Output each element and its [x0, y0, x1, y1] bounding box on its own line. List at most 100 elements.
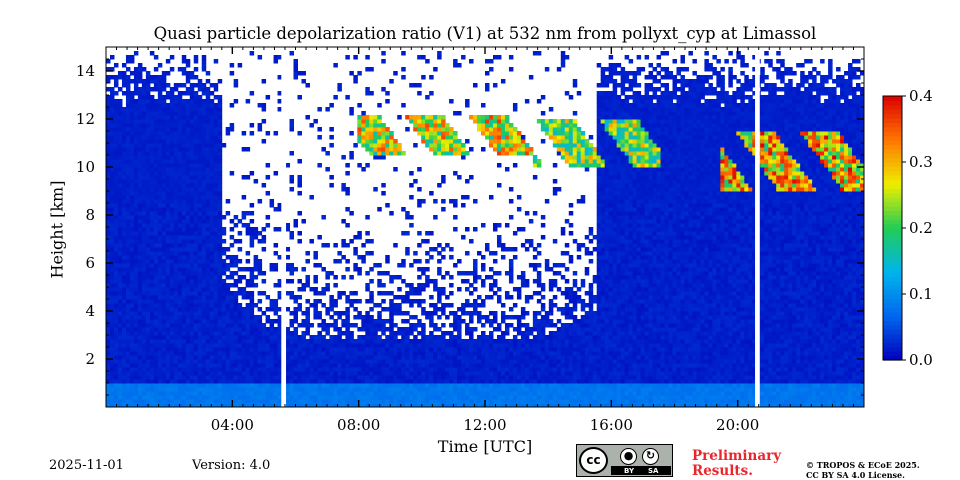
heatmap-cell [453, 327, 458, 332]
heatmap-cell [437, 147, 442, 152]
heatmap-cell [389, 323, 394, 328]
heatmap-cell [377, 399, 382, 404]
heatmap-cell [261, 107, 267, 112]
heatmap-cell [401, 371, 406, 376]
heatmap-cell [117, 359, 123, 364]
heatmap-cell [301, 219, 306, 224]
heatmap-cell [385, 291, 390, 296]
heatmap-cell [349, 299, 354, 304]
heatmap-cell [145, 363, 151, 368]
heatmap-cell [209, 379, 215, 384]
heatmap-cell [149, 103, 155, 108]
heatmap-cell [261, 327, 267, 332]
heatmap-cell [121, 219, 127, 224]
heatmap-cell [337, 311, 342, 316]
heatmap-cell [173, 303, 179, 308]
heatmap-cell [321, 399, 326, 404]
heatmap-cell [429, 119, 434, 124]
heatmap-cell [209, 359, 215, 364]
heatmap-cell [369, 395, 374, 400]
heatmap-cell [289, 175, 295, 180]
heatmap-cell [209, 399, 215, 404]
heatmap-cell [429, 231, 434, 236]
heatmap-cell [265, 343, 271, 348]
heatmap-cell [429, 123, 434, 128]
heatmap-cell [149, 375, 155, 380]
heatmap-cell [217, 327, 223, 332]
heatmap-cell [237, 391, 243, 396]
heatmap-cell [441, 323, 446, 328]
heatmap-cell [125, 295, 131, 300]
heatmap-cell [189, 375, 195, 380]
heatmap-cell [117, 151, 123, 156]
heatmap-cell [189, 263, 195, 268]
heatmap-cell [377, 343, 382, 348]
heatmap-cell [133, 391, 139, 396]
heatmap-cell [161, 135, 167, 140]
heatmap-cell [229, 63, 235, 68]
heatmap-cell [425, 367, 430, 372]
heatmap-cell [157, 403, 163, 408]
heatmap-cell [321, 359, 326, 364]
heatmap-cell [253, 391, 259, 396]
heatmap-cell [121, 195, 127, 200]
heatmap-cell [217, 175, 223, 180]
heatmap-cell [345, 299, 350, 304]
heatmap-cell [217, 247, 223, 252]
heatmap-cell [201, 327, 207, 332]
heatmap-cell [121, 295, 127, 300]
heatmap-cell [106, 355, 111, 360]
heatmap-cell [469, 379, 474, 384]
heatmap-cell [129, 167, 135, 172]
heatmap-cell [381, 87, 386, 92]
heatmap-cell [341, 219, 346, 224]
heatmap-cell [113, 223, 119, 228]
heatmap-cell [457, 395, 462, 400]
heatmap-cell [481, 303, 486, 308]
heatmap-cell [421, 375, 426, 380]
heatmap-cell [449, 151, 454, 156]
heatmap-cell [273, 303, 279, 308]
heatmap-cell [237, 279, 243, 284]
heatmap-cell [409, 359, 414, 364]
heatmap-cell [137, 191, 143, 196]
heatmap-cell [441, 247, 446, 252]
heatmap-cell [417, 127, 422, 132]
heatmap-cell [417, 259, 422, 264]
heatmap-cell [121, 179, 127, 184]
heatmap-cell [181, 203, 187, 208]
heatmap-cell [201, 355, 207, 360]
heatmap-cell [325, 355, 330, 360]
heatmap-cell [221, 391, 227, 396]
heatmap-cell [492, 131, 498, 136]
heatmap-cell [508, 387, 514, 392]
heatmap-cell [201, 387, 207, 392]
heatmap-cell [233, 239, 239, 244]
heatmap-cell [393, 359, 398, 364]
heatmap-cell [337, 343, 342, 348]
heatmap-cell [145, 239, 151, 244]
heatmap-cell [149, 163, 155, 168]
heatmap-cell [457, 147, 462, 152]
heatmap-cell [145, 195, 151, 200]
heatmap-cell [213, 215, 219, 220]
heatmap-cell [225, 283, 231, 288]
heatmap-cell [417, 395, 422, 400]
heatmap-cell [245, 223, 251, 228]
heatmap-cell [173, 399, 179, 404]
heatmap-cell [125, 79, 131, 84]
heatmap-cell [153, 195, 159, 200]
heatmap-cell [485, 115, 490, 120]
heatmap-cell [441, 151, 446, 156]
heatmap-cell [377, 147, 382, 152]
heatmap-cell [257, 263, 263, 268]
heatmap-cell [289, 319, 295, 324]
heatmap-cell [137, 111, 143, 116]
heatmap-cell [337, 259, 342, 264]
heatmap-cell [169, 203, 175, 208]
heatmap-cell [257, 391, 263, 396]
heatmap-cell [137, 119, 143, 124]
heatmap-cell [153, 259, 159, 264]
heatmap-cell [473, 267, 478, 272]
heatmap-cell [257, 387, 263, 392]
